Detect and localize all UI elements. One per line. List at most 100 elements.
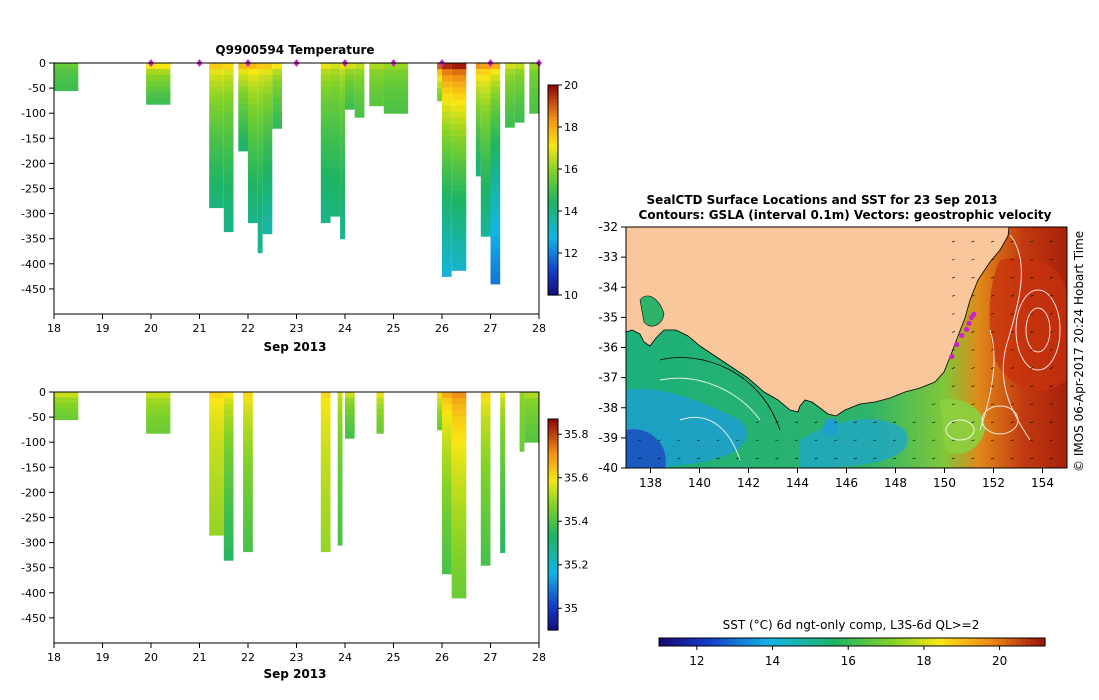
profile-cell [320,187,331,194]
profile-cell [490,104,501,112]
profile-cell [490,206,501,213]
profile-cell [383,81,409,89]
profile-cell [262,172,273,180]
profile-cell [238,98,248,105]
colorbar-band [548,123,558,128]
profile-cell [248,145,258,153]
profile-cell [320,128,331,135]
profile-cell [337,422,343,430]
profile-cell [451,221,467,229]
profile-cell [505,80,515,87]
velocity-arrow [892,457,897,460]
map-colorbar-band [678,638,684,646]
map-y-tick-label: -40 [598,461,618,475]
colorbar-band [548,277,558,282]
profile-cell [442,93,452,101]
profile-cell [451,410,467,417]
profile-cell [442,197,452,204]
profile-cell [243,403,253,411]
map-colorbar-band [938,638,945,646]
velocity-arrow [1010,258,1014,261]
colorbar-band [548,106,558,111]
colorbar-band [548,239,558,244]
map-colorbar-band [881,638,887,646]
profile-cell [480,439,491,447]
profile-cell [480,110,491,118]
profile-cell [223,123,234,130]
profile-13 [354,63,365,118]
profile-cell [320,98,331,105]
profile-cell [257,128,263,135]
profile-cell [223,171,234,178]
profile-cell [337,539,343,546]
colorbar-band [548,570,558,575]
y-tick-label: -350 [21,562,46,575]
map-colorbar-band [702,638,708,646]
profile-cell [442,422,452,429]
profile-cell [337,532,343,540]
colorbar-band [548,214,558,219]
colorbar-band [548,102,558,107]
profile-cell [209,159,224,166]
velocity-arrow [1030,240,1034,243]
profile-cell [223,500,234,507]
profile-cell [238,68,248,76]
profile-cell [451,434,467,441]
profile-13 [500,392,506,554]
profile-cell [383,106,409,114]
profile-cell [480,158,491,166]
colorbar-band [548,524,558,529]
profile-cell [442,416,452,423]
colorbar-band [548,274,558,279]
profile-cell [146,415,171,422]
profile-cell [340,153,345,161]
colorbar-band [548,608,558,613]
profile-cell [146,92,171,99]
velocity-arrow [951,457,955,460]
velocity-arrow [990,403,995,406]
profile-cell [340,196,345,203]
profile-cell [490,128,501,136]
profile-cell [442,142,452,149]
colorbar-band [548,623,558,628]
profile-cell [209,481,224,488]
profile-cell [490,164,501,171]
profile-cell [451,105,467,113]
velocity-arrow [1010,421,1014,424]
map-colorbar-band [1040,638,1046,646]
credit-text: © IMOS 06-Apr-2017 20:24 Hobart Time [1072,231,1086,472]
velocity-arrow [990,313,995,315]
profile-cell [209,392,224,399]
profile-cell [451,488,467,496]
colorbar-band [548,186,558,191]
profile-cell [519,427,525,434]
profile-cell [257,223,263,230]
velocity-arrow [696,439,701,442]
profile-cell [243,409,253,417]
profile-cell [524,423,539,431]
profile-cell [243,510,253,517]
y-tick-label: 0 [39,386,46,399]
profile-cell [320,92,331,99]
colorbar-band [548,485,558,490]
map-subtitle: Contours: GSLA (interval 0.1m) Vectors: … [639,208,1052,222]
velocity-vectors [638,240,1053,460]
profile-cell [243,457,253,464]
profile-cell [223,81,234,88]
profile-cell [223,410,234,417]
colorbar-band [548,619,558,624]
velocity-arrow [755,457,759,460]
colorbar-tick-label: 10 [564,289,578,302]
profile-cell [475,92,481,100]
profile-cell [248,86,258,93]
profile-cell [442,239,452,247]
profile-cell [480,392,491,399]
profile-cell [505,98,515,105]
profile-cell [223,69,234,76]
profile-cell [505,103,515,111]
y-tick-label: -400 [21,258,46,271]
profile-cell [223,219,234,227]
profile-cell [248,74,258,82]
profile-cell [320,116,331,123]
profile-cell [490,271,501,279]
